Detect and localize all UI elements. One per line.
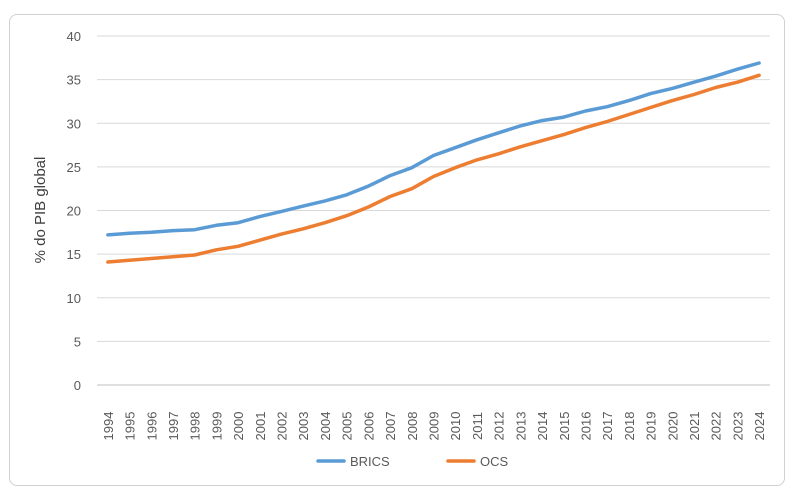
gridlines xyxy=(97,35,770,386)
x-tick-label: 2013 xyxy=(513,412,528,441)
y-tick-label: 15 xyxy=(67,247,81,262)
y-tick-label: 5 xyxy=(74,334,81,349)
x-tick-label: 2016 xyxy=(578,412,593,441)
x-tick-label: 2018 xyxy=(622,412,637,441)
x-tick-label: 1997 xyxy=(166,412,181,441)
x-tick-label: 2008 xyxy=(405,412,420,441)
x-tick-label: 2006 xyxy=(361,412,376,441)
x-tick-label: 2003 xyxy=(296,412,311,441)
x-tick-label: 2024 xyxy=(752,412,767,441)
x-tick-label: 1994 xyxy=(101,412,116,441)
x-tick-label: 1996 xyxy=(144,412,159,441)
x-tick-label: 2012 xyxy=(492,412,507,441)
series-line-ocs xyxy=(106,73,761,264)
y-tick-label: 35 xyxy=(67,73,81,88)
y-axis-label: % do PIB global xyxy=(32,157,49,264)
x-tick-label: 2001 xyxy=(253,412,268,441)
x-tick-label: 2011 xyxy=(470,412,485,440)
x-tick-label: 2019 xyxy=(644,412,659,441)
series-line-brics xyxy=(106,61,761,237)
y-tick-label: 40 xyxy=(67,29,81,44)
x-axis-ticks: 1994 1995 1996 1997 1998 1999 2000 2001 2002 2003… xyxy=(101,412,767,441)
x-tick-label: 2023 xyxy=(730,412,745,441)
legend-label-brics: BRICS xyxy=(350,454,390,469)
x-tick-label: 2004 xyxy=(318,412,333,441)
y-axis-ticks: 0 5 10 15 20 25 30 35 40 xyxy=(67,29,81,393)
legend-label-ocs: OCS xyxy=(480,454,509,469)
x-tick-label: 2000 xyxy=(231,412,246,441)
y-tick-label: 0 xyxy=(74,378,81,393)
series-lines xyxy=(106,61,761,264)
x-tick-label: 2010 xyxy=(448,412,463,441)
x-tick-label: 1999 xyxy=(209,412,224,441)
x-tick-label: 2022 xyxy=(709,412,724,441)
x-tick-label: 1998 xyxy=(188,412,203,441)
x-tick-label: 2014 xyxy=(535,412,550,441)
x-tick-label: 2021 xyxy=(687,412,702,441)
x-tick-label: 2015 xyxy=(557,412,572,441)
y-tick-label: 20 xyxy=(67,204,81,219)
x-tick-label: 2009 xyxy=(427,412,442,441)
x-tick-label: 1995 xyxy=(123,412,138,441)
x-tick-label: 2020 xyxy=(665,412,680,441)
x-tick-label: 2002 xyxy=(275,412,290,441)
x-tick-label: 2005 xyxy=(340,412,355,441)
x-tick-label: 2017 xyxy=(600,412,615,441)
y-tick-label: 10 xyxy=(67,291,81,306)
y-tick-label: 30 xyxy=(67,116,81,131)
x-tick-label: 2007 xyxy=(383,412,398,441)
y-tick-label: 25 xyxy=(67,160,81,175)
legend: BRICS OCS xyxy=(316,454,509,469)
